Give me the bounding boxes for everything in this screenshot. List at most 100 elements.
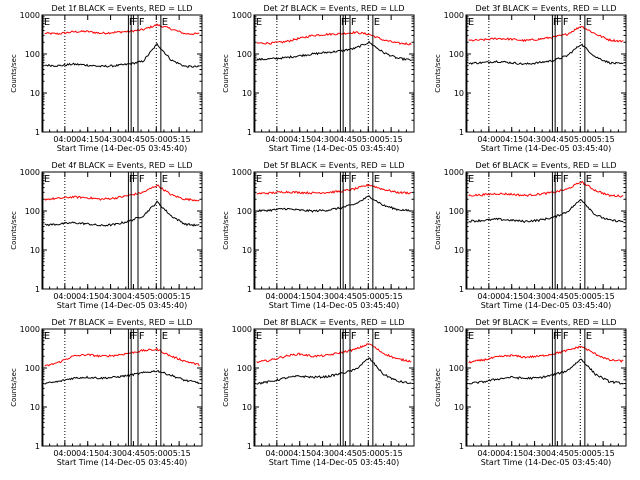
interval-marker-label: E [162,331,168,342]
y-tick-label: 1000 [232,11,252,20]
interval-marker-label: F [132,17,138,28]
chart-title: Det 3f BLACK = Events, RED = LLD [475,4,616,13]
y-tick-label: 1 [247,285,252,294]
y-tick-label: 100 [25,364,40,373]
y-tick-label: 1000 [20,11,40,20]
chart-title: Det 7f BLACK = Events, RED = LLD [51,318,192,327]
y-axis-label: Counts/sec [10,54,18,93]
lld-series-line [256,30,412,46]
x-tick-label: 04:30 [523,135,546,144]
y-tick-label: 1 [35,128,40,137]
plot-frame [253,14,415,133]
lld-series-line [44,184,200,202]
x-tick-label: 05:15 [168,449,191,458]
y-tick-label: 1 [35,442,40,451]
events-series-line [256,40,412,62]
interval-marker-label: F [553,174,559,185]
y-axis-label: Counts/sec [434,211,442,250]
y-tick-label: 10 [242,246,252,255]
y-tick-label: 10 [242,403,252,412]
y-tick-label: 1000 [232,168,252,177]
interval-marker-label: F [351,331,357,342]
y-tick-label: 100 [237,364,252,373]
interval-marker-label: F [139,174,145,185]
detector-chart-4: Det 4f BLACK = Events, RED = LLD 1 10 100 10… [10,161,203,310]
interval-marker-label: E [374,331,380,342]
events-series-line [44,200,200,227]
y-axis-label: Counts/sec [434,54,442,93]
plot-frame [465,14,627,133]
x-tick-label: 05:15 [592,135,615,144]
lld-series-line [256,343,412,364]
x-tick-label: 05:00 [357,135,380,144]
x-tick-label: 04:00 [53,135,76,144]
x-tick-label: 05:00 [569,449,592,458]
y-tick-label: 1000 [20,325,40,334]
interval-marker-label: E [468,174,474,185]
x-tick-label: 04:15 [500,135,523,144]
interval-marker-label: E [468,17,474,28]
y-tick-label: 100 [237,207,252,216]
chart-title: Det 2f BLACK = Events, RED = LLD [263,4,404,13]
x-axis-label: Start Time (14-Dec-05 03:45:40) [57,458,188,467]
x-tick-label: 04:15 [500,292,523,301]
interval-marker-label: F [351,17,357,28]
interval-marker-label: F [344,174,350,185]
chart-title: Det 8f BLACK = Events, RED = LLD [263,318,404,327]
lld-series-line [468,345,624,364]
x-tick-label: 04:15 [76,449,99,458]
y-tick-label: 100 [449,207,464,216]
lld-series-line [44,347,200,367]
x-tick-label: 04:15 [288,135,311,144]
events-series-line [256,195,412,213]
events-series-line [468,43,624,66]
interval-marker-label: F [341,174,347,185]
y-tick-label: 10 [454,403,464,412]
detector-chart-3: Det 3f BLACK = Events, RED = LLD 1 10 100 10… [434,4,627,153]
x-tick-label: 04:30 [99,135,122,144]
x-axis-label: Start Time (14-Dec-05 03:45:40) [57,301,188,310]
interval-marker-label: E [374,174,380,185]
x-tick-label: 04:45 [334,449,357,458]
interval-marker-label: F [563,331,569,342]
x-axis-label: Start Time (14-Dec-05 03:45:40) [269,301,400,310]
y-tick-label: 10 [30,403,40,412]
plot-frame [253,328,415,447]
events-series-line [256,357,412,385]
x-tick-label: 04:30 [523,449,546,458]
x-tick-label: 05:15 [592,449,615,458]
x-axis-label: Start Time (14-Dec-05 03:45:40) [481,301,612,310]
detector-chart-5: Det 5f BLACK = Events, RED = LLD 1 10 100 10… [222,161,415,310]
x-tick-label: 05:00 [145,292,168,301]
x-tick-label: 04:45 [334,135,357,144]
x-tick-label: 05:00 [145,135,168,144]
detector-chart-2: Det 2f BLACK = Events, RED = LLD 1 10 100 10… [222,4,415,153]
x-tick-label: 04:30 [311,449,334,458]
y-tick-label: 10 [242,89,252,98]
x-axis-label: Start Time (14-Dec-05 03:45:40) [269,458,400,467]
interval-marker-label: F [129,17,135,28]
y-tick-label: 10 [30,89,40,98]
lld-series-line [44,23,200,36]
y-axis-label: Counts/sec [222,211,230,250]
x-tick-label: 04:00 [265,135,288,144]
x-tick-label: 05:00 [569,292,592,301]
detector-chart-8: Det 8f BLACK = Events, RED = LLD 1 10 100 10… [222,318,415,467]
y-tick-label: 10 [454,89,464,98]
y-axis-label: Counts/sec [222,368,230,407]
interval-marker-label: F [132,331,138,342]
x-axis-label: Start Time (14-Dec-05 03:45:40) [481,458,612,467]
y-axis-label: Counts/sec [10,211,18,250]
plot-frame [41,171,203,290]
x-tick-label: 05:15 [380,292,403,301]
x-tick-label: 04:15 [76,135,99,144]
x-tick-label: 04:00 [265,449,288,458]
x-tick-label: 05:15 [168,292,191,301]
interval-marker-label: F [341,17,347,28]
interval-marker-label: F [129,174,135,185]
y-tick-label: 1000 [20,168,40,177]
interval-marker-label: E [44,331,50,342]
y-tick-label: 100 [237,50,252,59]
x-tick-label: 04:15 [288,449,311,458]
